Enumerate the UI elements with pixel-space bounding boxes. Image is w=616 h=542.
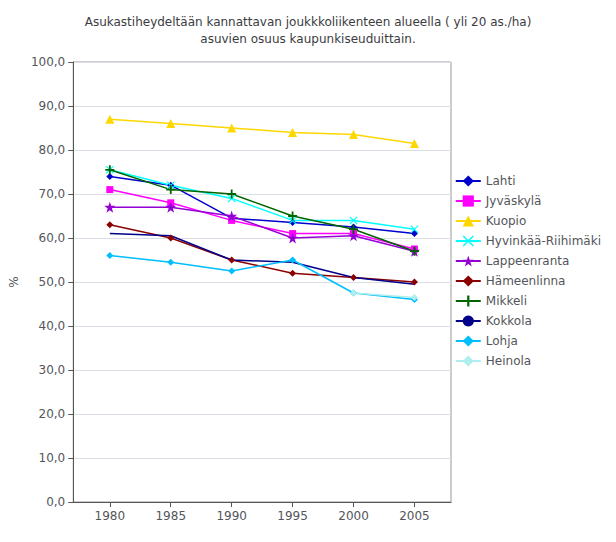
svg-text:1985: 1985 [155, 509, 186, 523]
svg-text:90,0: 90,0 [39, 99, 66, 113]
svg-text:1995: 1995 [277, 509, 308, 523]
svg-text:100,0: 100,0 [31, 55, 65, 69]
svg-text:Kuopio: Kuopio [486, 214, 527, 228]
svg-text:0,0: 0,0 [46, 495, 65, 509]
svg-text:%: % [7, 276, 21, 287]
svg-text:20,0: 20,0 [39, 407, 66, 421]
svg-text:1980: 1980 [95, 509, 126, 523]
svg-text:2000: 2000 [338, 509, 369, 523]
svg-text:Hämeenlinna: Hämeenlinna [486, 274, 566, 288]
svg-text:Hyvinkää-Riihimäki: Hyvinkää-Riihimäki [486, 234, 601, 248]
svg-text:40,0: 40,0 [39, 319, 66, 333]
svg-text:Heinola: Heinola [486, 354, 531, 368]
svg-text:60,0: 60,0 [39, 231, 66, 245]
svg-text:70,0: 70,0 [39, 187, 66, 201]
svg-text:Lohja: Lohja [486, 334, 518, 348]
svg-text:10,0: 10,0 [39, 451, 66, 465]
svg-text:Lappeenranta: Lappeenranta [486, 254, 570, 268]
svg-text:Asukastiheydeltään kannattavan: Asukastiheydeltään kannattavan joukkkoli… [85, 15, 532, 29]
svg-text:asuvien osuus kaupunkiseuduitt: asuvien osuus kaupunkiseuduittain. [200, 32, 415, 46]
svg-text:1990: 1990 [216, 509, 247, 523]
svg-text:Jyväskylä: Jyväskylä [485, 194, 542, 208]
svg-text:2005: 2005 [399, 509, 430, 523]
svg-text:30,0: 30,0 [39, 363, 66, 377]
svg-text:80,0: 80,0 [39, 143, 66, 157]
svg-text:Kokkola: Kokkola [486, 314, 532, 328]
svg-text:Mikkeli: Mikkeli [486, 294, 527, 308]
svg-text:50,0: 50,0 [39, 275, 66, 289]
svg-text:Lahti: Lahti [486, 174, 516, 188]
